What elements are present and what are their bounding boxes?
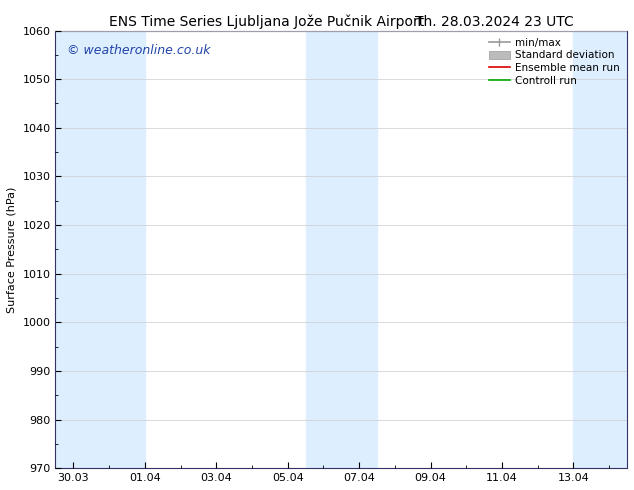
- Text: Th. 28.03.2024 23 UTC: Th. 28.03.2024 23 UTC: [415, 15, 574, 29]
- Text: © weatheronline.co.uk: © weatheronline.co.uk: [67, 44, 210, 57]
- Y-axis label: Surface Pressure (hPa): Surface Pressure (hPa): [7, 186, 17, 313]
- Bar: [56, 30, 145, 468]
- Bar: [306, 30, 377, 468]
- Text: ENS Time Series Ljubljana Jože Pučnik Airport: ENS Time Series Ljubljana Jože Pučnik Ai…: [108, 15, 424, 29]
- Legend: min/max, Standard deviation, Ensemble mean run, Controll run: min/max, Standard deviation, Ensemble me…: [487, 36, 622, 88]
- Bar: [574, 30, 627, 468]
